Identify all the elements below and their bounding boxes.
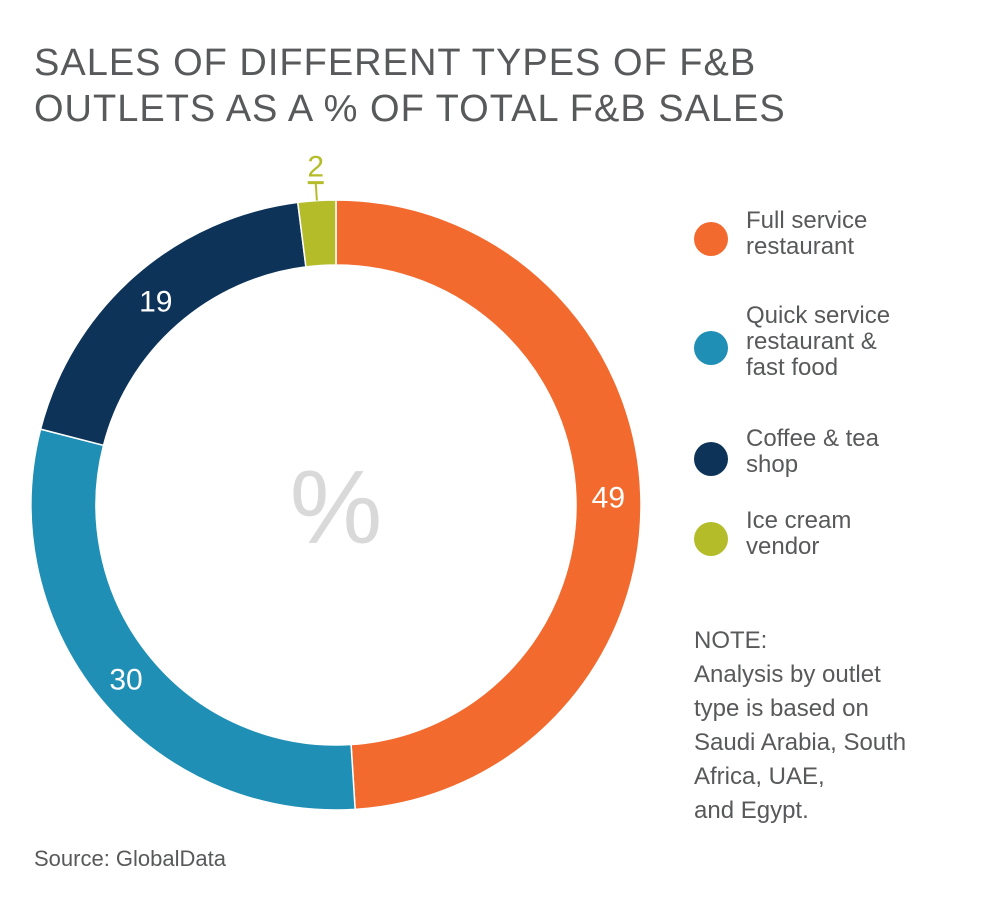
chart-note: NOTE: Analysis by outlet type is based o… (694, 624, 984, 828)
legend-label-coffee-tea-shop: Coffee & tea shop (746, 425, 879, 478)
chart-title-line-1: SALES OF DIFFERENT TYPES OF F&B (34, 42, 757, 84)
source-credit: Source: GlobalData (34, 846, 226, 871)
data-label-coffee-tea-shop: 19 (139, 286, 172, 319)
legend-label-full-service-restaurant: Full service restaurant (746, 207, 868, 260)
note-heading: NOTE: (694, 627, 768, 654)
legend-swatch-full-service-restaurant (694, 222, 728, 256)
chart-title: SALES OF DIFFERENT TYPES OF F&B OUTLETS … (34, 40, 934, 132)
donut-slices (30, 199, 642, 811)
legend-label-ice-cream-vendor: Ice cream vendor (746, 507, 852, 560)
legend-label-quick-service-restaurant: Quick service restaurant & fast food (746, 302, 891, 381)
donut-slice-coffee-tea-shop (39, 201, 307, 447)
donut-slice-full-service-restaurant (335, 199, 642, 811)
data-label-quick-service-restaurant: 30 (109, 664, 142, 697)
legend-swatch-ice-cream-vendor (694, 522, 728, 556)
legend-swatch-coffee-tea-shop (694, 442, 728, 476)
legend-swatch-quick-service-restaurant (694, 331, 728, 365)
leader-line-ice-cream-vendor (314, 182, 318, 201)
note-body: Analysis by outlet type is based on Saud… (694, 661, 907, 824)
donut-slice-ice-cream-vendor (296, 199, 337, 268)
data-label-full-service-restaurant: 49 (592, 481, 625, 514)
chart-title-line-2: OUTLETS AS A % OF TOTAL F&B SALES (34, 88, 786, 130)
center-percent-label: % (290, 450, 382, 566)
donut-data-labels: 49 30 19 2 (109, 151, 625, 697)
data-label-ice-cream-vendor: 2 (307, 151, 324, 184)
